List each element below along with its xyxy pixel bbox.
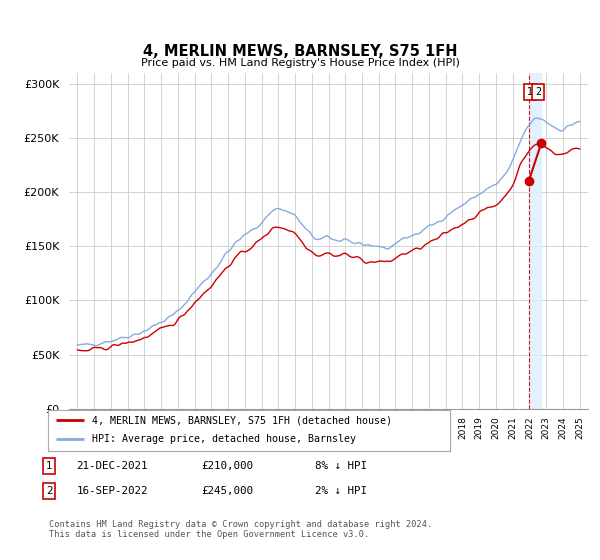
Text: 4, MERLIN MEWS, BARNSLEY, S75 1FH: 4, MERLIN MEWS, BARNSLEY, S75 1FH: [143, 44, 457, 59]
Text: 4, MERLIN MEWS, BARNSLEY, S75 1FH (detached house): 4, MERLIN MEWS, BARNSLEY, S75 1FH (detac…: [92, 415, 392, 425]
Text: Price paid vs. HM Land Registry's House Price Index (HPI): Price paid vs. HM Land Registry's House …: [140, 58, 460, 68]
Text: HPI: Average price, detached house, Barnsley: HPI: Average price, detached house, Barn…: [92, 435, 356, 444]
Text: 8% ↓ HPI: 8% ↓ HPI: [315, 461, 367, 471]
Text: 1: 1: [526, 87, 533, 97]
Text: 2: 2: [535, 87, 541, 97]
Text: 1: 1: [46, 461, 53, 471]
Text: 16-SEP-2022: 16-SEP-2022: [76, 486, 148, 496]
Text: 2: 2: [46, 486, 53, 496]
Text: £210,000: £210,000: [201, 461, 253, 471]
Bar: [529, 73, 541, 409]
Text: 2% ↓ HPI: 2% ↓ HPI: [315, 486, 367, 496]
Text: Contains HM Land Registry data © Crown copyright and database right 2024.
This d: Contains HM Land Registry data © Crown c…: [49, 520, 433, 539]
Text: 21-DEC-2021: 21-DEC-2021: [76, 461, 148, 471]
Text: £245,000: £245,000: [201, 486, 253, 496]
